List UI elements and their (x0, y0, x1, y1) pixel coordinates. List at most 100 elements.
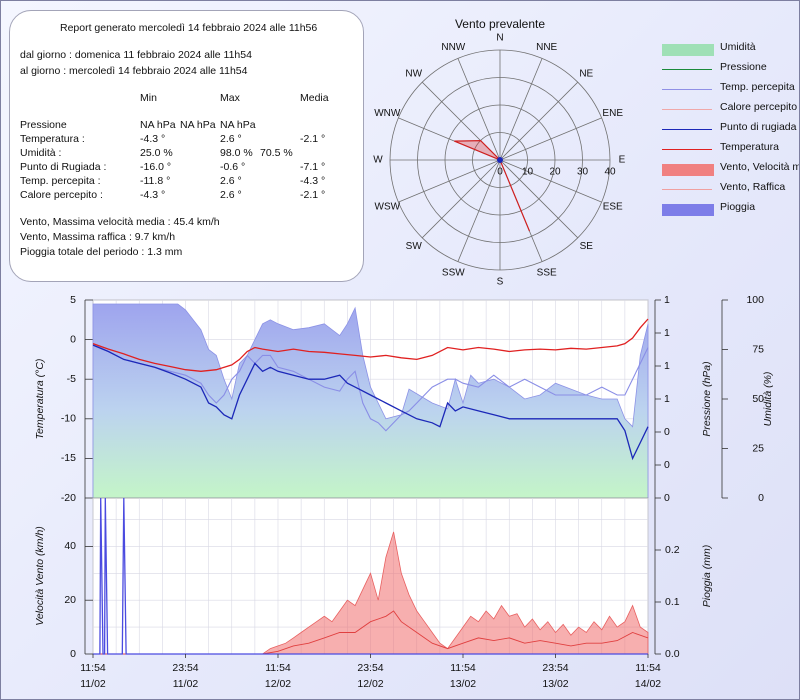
rain-total-summary: Pioggia totale del periodo : 1.3 mm (20, 246, 183, 258)
main-right2-tick-label: 100 (746, 294, 764, 306)
row-windchill-max: 2.6 ° (220, 175, 242, 187)
row-windchill-label: Temp. percepita : (20, 175, 101, 187)
row-heatindex-min: -4.3 ° (140, 189, 166, 201)
x-tick-date-label: 14/02 (635, 678, 661, 690)
row-heatindex-label: Calore percepito : (20, 189, 103, 201)
wind-left-tick-label: 20 (64, 594, 76, 606)
x-tick-time-label: 11:54 (265, 662, 291, 674)
main-right2-axis-label: Umidità (%) (762, 372, 774, 427)
main-left-axis-label: Temperatura (°C) (34, 359, 46, 440)
legend-label: Pioggia (720, 201, 756, 213)
main-right2-tick-label: 0 (758, 492, 764, 504)
rain-line (93, 497, 648, 655)
wind-right-tick-label: 0.2 (665, 544, 680, 556)
wind-rose-spoke (499, 159, 602, 203)
wind-right-tick-label: 0.0 (665, 648, 680, 660)
row-temperature-min: -4.3 ° (140, 133, 166, 145)
row-windchill-min: -11.8 ° (140, 175, 171, 187)
wind-rose-direction-label: S (497, 277, 504, 288)
x-tick-time-label: 23:54 (172, 662, 198, 674)
row-dewpoint-min: -16.0 ° (140, 161, 172, 173)
legend-label: Vento, Velocità media (720, 161, 800, 173)
x-tick-date-label: 13/02 (542, 678, 568, 690)
main-left-tick-label: -10 (61, 413, 76, 425)
x-tick-date-label: 11/02 (173, 678, 199, 690)
main-right1-tick-label: 0 (664, 492, 670, 504)
legend-item: Temperatura (660, 140, 800, 160)
wind-rose-spoke (457, 159, 501, 262)
wind-gust-line (93, 610, 649, 655)
x-tick-time-label: 23:54 (542, 662, 568, 674)
legend-label: Temperatura (720, 141, 779, 153)
wind-rose-radial-tick: 10 (522, 167, 534, 178)
row-dewpoint-avg: -7.1 ° (300, 161, 326, 173)
wind-rose-direction-label: ENE (602, 108, 623, 119)
legend-label: Pressione (720, 61, 767, 73)
row-temperature-max: 2.6 ° (220, 133, 242, 145)
wind-rose-radial-tick: 0 (497, 167, 503, 178)
legend-swatch (662, 164, 714, 176)
main-right2-tick-label: 50 (752, 393, 764, 405)
row-heatindex-avg: -2.1 ° (300, 189, 326, 201)
humidity-area (92, 303, 649, 499)
row-windchill-avg: -4.3 ° (300, 175, 326, 187)
wind-rose-spoke (421, 159, 501, 239)
legend-swatch (662, 44, 714, 56)
wind-rose-direction-label: NW (405, 68, 422, 79)
col-avg-header: Media (300, 92, 329, 104)
wind-rose-spoke (499, 81, 579, 161)
legend-label: Vento, Raffica (720, 181, 786, 193)
wind-rose-direction-label: WSW (375, 201, 401, 212)
wind-left-axis-label: Velocità Vento (km/h) (34, 526, 46, 626)
report-from-line: dal giorno : domenica 11 febbraio 2024 a… (20, 49, 252, 61)
wind-rose-spoke (398, 159, 501, 203)
main-right1-tick-label: 0 (664, 459, 670, 471)
main-left-tick-label: -20 (61, 492, 76, 504)
legend-label: Umidità (720, 41, 756, 53)
main-right1-tick-label: 1 (664, 294, 670, 306)
row-pressure-max: NA hPa (180, 119, 216, 131)
wind-rose-spoke (499, 159, 579, 239)
col-max-header: Max (220, 92, 240, 104)
legend-label: Calore percepito (720, 101, 798, 113)
wind-rose-direction-label: E (619, 155, 626, 166)
col-min-header: Min (140, 92, 157, 104)
main-right1-tick-label: 1 (664, 393, 670, 405)
wind-left-tick-label: 40 (64, 540, 76, 552)
main-right1-tick-label: 0 (664, 426, 670, 438)
wind-rose-direction-label: SSE (537, 267, 557, 278)
wind-rose-direction-label: NNE (536, 42, 557, 53)
legend-swatch (662, 129, 712, 130)
feels-like-line (92, 343, 649, 432)
x-tick-time-label: 11:54 (450, 662, 476, 674)
wind-rose-radial-tick: 20 (549, 167, 561, 178)
legend-label: Punto di rugiada (720, 121, 797, 133)
row-humidity-max: 98.0 % (220, 147, 253, 159)
main-right1-tick-label: 1 (664, 327, 670, 339)
row-humidity-min: 25.0 % (140, 147, 173, 159)
wind-gust-summary: Vento, Massima raffica : 9.7 km/h (20, 231, 176, 243)
x-tick-date-label: 13/02 (450, 678, 476, 690)
main-left-tick-label: -5 (67, 373, 76, 385)
wind-rose-spoke (499, 58, 543, 161)
x-tick-time-label: 11:54 (80, 662, 106, 674)
row-temperature-label: Temperatura : (20, 133, 85, 145)
row-humidity-avg: 70.5 % (260, 147, 293, 159)
wind-rose-series-area (454, 139, 531, 232)
legend-item: Vento, Raffica (660, 180, 800, 200)
x-tick-date-label: 11/02 (80, 678, 106, 690)
x-tick-date-label: 12/02 (357, 678, 383, 690)
wind-rose-direction-label: SW (406, 241, 423, 252)
row-heatindex-max: 2.6 ° (220, 189, 242, 201)
row-dewpoint-label: Punto di Rugiada : (20, 161, 107, 173)
wind-rose-direction-label: WNW (374, 108, 401, 119)
legend-swatch (662, 204, 714, 216)
report-to-line: al giorno : mercoledì 14 febbraio 2024 a… (20, 65, 248, 77)
main-left-tick-label: 5 (70, 294, 76, 306)
wind-right-tick-label: 0.1 (665, 596, 680, 608)
wind-rose-direction-label: ESE (603, 201, 623, 212)
legend-item: Umidità (660, 40, 800, 60)
row-pressure-avg: NA hPa (220, 119, 256, 131)
wind-rose-direction-label: NNW (441, 42, 465, 53)
legend-swatch (662, 109, 712, 110)
